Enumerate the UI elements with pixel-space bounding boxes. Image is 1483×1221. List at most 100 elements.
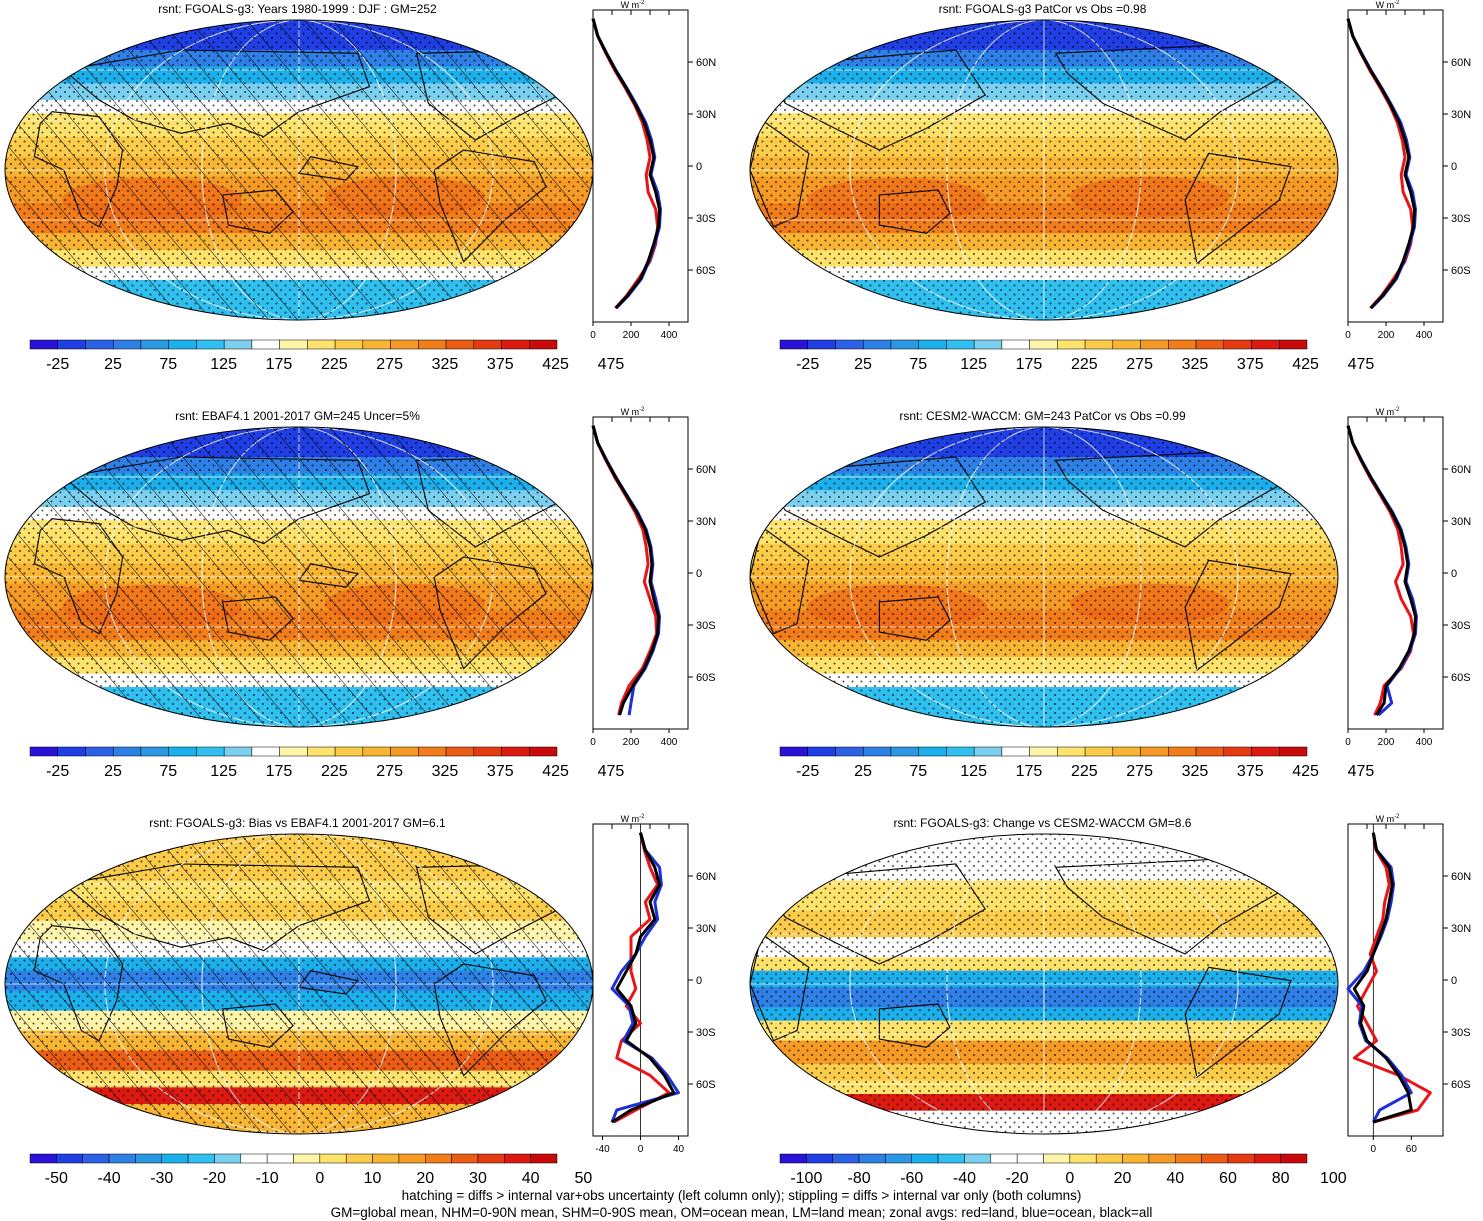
colorbar-tick-label: 475 (598, 356, 625, 373)
zonal-series-ocean (591, 425, 661, 716)
colorbar-swatch (140, 339, 169, 350)
colorbar-swatch (477, 1153, 505, 1164)
colorbar-swatch (161, 1153, 189, 1164)
stippling (750, 427, 1338, 727)
zonal-x-tick-label: -40 (595, 1144, 610, 1155)
panel-title: rsnt: FGOALS-g3: Bias vs EBAF4.1 2001-20… (149, 816, 446, 830)
colorbar: -25 25 75 125 175 225 275 325 375 425 475 (29, 339, 625, 373)
colorbar-tick-label: 80 (1272, 1170, 1290, 1187)
colorbar-tick-label: -100 (790, 1170, 822, 1187)
colorbar-swatch (918, 339, 947, 350)
colorbar-swatch (168, 339, 197, 350)
colorbar-swatch (307, 339, 336, 350)
zonal-x-tick-label: 400 (1416, 737, 1433, 748)
latitude-tick-label: 60N (1451, 464, 1471, 476)
colorbar-swatch (251, 746, 280, 757)
colorbar-swatch (390, 746, 419, 757)
colorbar-tick-label: -80 (847, 1170, 870, 1187)
latitude-tick-label: 60S (1451, 265, 1471, 277)
colorbar-swatch (1043, 1153, 1071, 1164)
colorbar-swatch (214, 1153, 242, 1164)
colorbar-tick-label: 325 (1182, 356, 1209, 373)
map-border (749, 426, 1339, 728)
latitude-tick-label: 0 (696, 568, 702, 580)
colorbar-swatch (57, 339, 86, 350)
colorbar-swatch (418, 746, 447, 757)
colorbar-swatch (425, 1153, 452, 1164)
colorbar-swatch (1254, 1153, 1281, 1164)
zonal-x-tick-label: 200 (623, 330, 640, 341)
colorbar-tick-label: 75 (159, 763, 177, 780)
colorbar-swatch (168, 746, 197, 757)
colorbar: -25 25 75 125 175 225 275 325 375 425 475 (29, 746, 624, 780)
zonal-mean-plot: W m-2 60N 30N 0 30S 60S 0 60 (1346, 814, 1471, 1155)
colorbar-swatch (1001, 339, 1030, 350)
latitude-tick-label: 60N (1451, 871, 1471, 883)
colorbar-swatch (1195, 339, 1225, 350)
zonal-series-land (613, 832, 671, 1124)
colorbar-swatch (445, 339, 475, 350)
colorbar-tick-label: -40 (97, 1170, 120, 1187)
colorbar-swatch (334, 339, 364, 350)
colorbar-swatch (473, 746, 502, 757)
zonal-units-exponent: -2 (1394, 407, 1400, 413)
colorbar-swatch (504, 1153, 531, 1164)
colorbar-tick-label: 10 (364, 1170, 382, 1187)
latitude-tick-label: 30N (696, 516, 716, 528)
colorbar-swatch (362, 339, 391, 350)
colorbar-tick-label: -25 (46, 763, 69, 780)
colorbar-tick-label: 125 (210, 763, 237, 780)
colorbar-tick-label: 0 (1065, 1170, 1074, 1187)
colorbar-swatch (196, 339, 225, 350)
colorbar: -25 25 75 125 175 225 275 325 375 425 475 (779, 339, 1374, 373)
colorbar-tick-label: 325 (1182, 763, 1209, 780)
zonal-series-ocean (1346, 18, 1417, 310)
zonal-series-ocean (591, 18, 662, 310)
colorbar: -25 25 75 125 175 225 275 325 375 425 475 (779, 746, 1374, 780)
colorbar-swatch (1112, 339, 1141, 350)
colorbar-tick-label: 425 (542, 356, 569, 373)
world-map (749, 833, 1339, 1135)
latitude-tick-label: 30N (696, 109, 716, 121)
stippling (750, 834, 1338, 1134)
latitude-tick-label: 30S (1451, 213, 1471, 225)
latitude-tick-label: 0 (696, 161, 702, 173)
colorbar-swatch (82, 1153, 110, 1164)
colorbar-tick-label: 0 (315, 1170, 324, 1187)
colorbar-swatch (1148, 1153, 1176, 1164)
zonal-x-tick-label: 400 (661, 737, 678, 748)
colorbar-swatch (862, 746, 892, 757)
colorbar-tick-label: 275 (1126, 356, 1153, 373)
panel-title: rsnt: FGOALS-g3: Change vs CESM2-WACCM G… (893, 816, 1192, 830)
colorbar-swatch (807, 339, 836, 350)
zonal-x-tick-label: 0 (590, 737, 596, 748)
latitude-tick-label: 30N (1451, 109, 1471, 121)
zonal-units-exponent: -2 (639, 814, 645, 820)
colorbar-tick-label: 225 (1071, 763, 1098, 780)
colorbar-tick-label: 75 (909, 356, 927, 373)
hatching (5, 834, 593, 1134)
panel-title: rsnt: FGOALS-g3 PatCor vs Obs =0.98 (938, 2, 1147, 16)
colorbar-tick-label: -50 (45, 1170, 68, 1187)
latitude-tick-label: 60S (696, 1079, 716, 1091)
zonal-units-exponent: -2 (1394, 814, 1400, 820)
colorbar-tick-label: -10 (256, 1170, 279, 1187)
colorbar-swatch (240, 1153, 268, 1164)
zonal-mean-plot: W m-2 60N 30N 0 30S 60S 0 200 400 (1345, 0, 1471, 341)
latitude-tick-label: 0 (1451, 161, 1457, 173)
colorbar-swatch (973, 339, 1003, 350)
colorbar-swatch (946, 339, 975, 350)
colorbar-tick-label: -25 (796, 763, 819, 780)
latitude-tick-label: 60S (1451, 672, 1471, 684)
colorbar-swatch (807, 746, 836, 757)
hatching (5, 20, 593, 320)
latitude-tick-label: 0 (1451, 568, 1457, 580)
colorbar-swatch (266, 1153, 294, 1164)
colorbar-swatch (85, 339, 114, 350)
colorbar-swatch (334, 746, 364, 757)
latitude-tick-label: 60S (696, 672, 716, 684)
colorbar-swatch (57, 746, 86, 757)
colorbar-swatch (451, 1153, 479, 1164)
colorbar-tick-label: 175 (266, 356, 293, 373)
zonal-x-tick-label: 0 (1371, 1144, 1377, 1155)
